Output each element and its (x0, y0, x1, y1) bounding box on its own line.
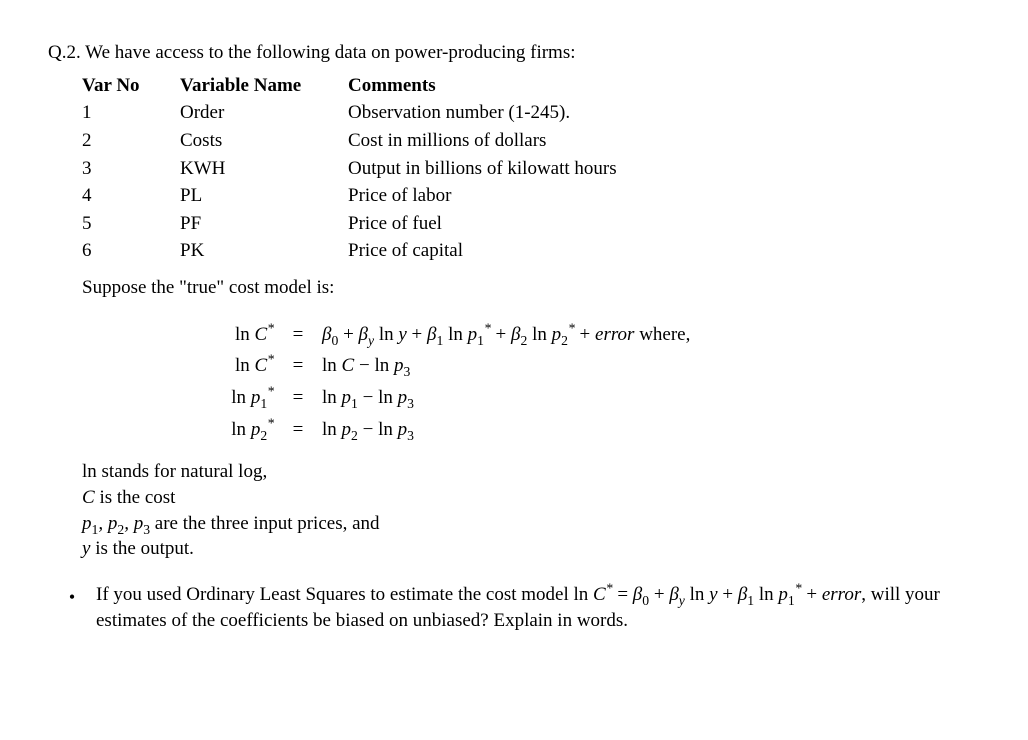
col-header-varno: Var No (82, 72, 180, 100)
eq-lhs: ln p1* (208, 382, 280, 414)
table-row: 4PLPrice of labor (82, 182, 617, 210)
cell-varno: 1 (82, 99, 180, 127)
eq-lhs: ln p2* (208, 414, 280, 446)
bullet-text: If you used Ordinary Least Squares to es… (96, 582, 980, 633)
cell-comment: Price of capital (348, 237, 617, 265)
cell-comment: Observation number (1-245). (348, 99, 617, 127)
def-symbol: ln (82, 461, 97, 482)
equals-sign: = (280, 382, 316, 414)
eq-lhs: ln C* (208, 319, 280, 351)
col-header-varname: Variable Name (180, 72, 348, 100)
def-text: is the cost (95, 487, 176, 508)
eq-lhs: ln C* (208, 350, 280, 382)
eq-rhs: ln p1 − ln p3 (316, 382, 696, 414)
equation-row: ln p2* = ln p2 − ln p3 (208, 414, 696, 446)
cell-comment: Price of fuel (348, 210, 617, 238)
question-number: Q.2. (48, 42, 81, 63)
cell-varno: 5 (82, 210, 180, 238)
equation-row: ln C* = ln C − ln p3 (208, 350, 696, 382)
bullet-pre: If you used Ordinary Least Squares to es… (96, 584, 574, 605)
cell-varname: KWH (180, 155, 348, 183)
def-text: are the three input prices, and (150, 513, 379, 534)
cell-varname: PF (180, 210, 348, 238)
cell-comment: Price of labor (348, 182, 617, 210)
equals-sign: = (280, 319, 316, 351)
col-header-comments: Comments (348, 72, 617, 100)
def-line: y is the output. (82, 536, 980, 562)
cell-comment: Output in billions of kilowatt hours (348, 155, 617, 183)
cell-varname: PL (180, 182, 348, 210)
table-row: 1OrderObservation number (1-245). (82, 99, 617, 127)
equals-sign: = (280, 350, 316, 382)
table-row: 3KWHOutput in billions of kilowatt hours (82, 155, 617, 183)
question-heading: Q.2. We have access to the following dat… (48, 40, 980, 66)
def-line: ln stands for natural log, (82, 459, 980, 485)
table-header-row: Var No Variable Name Comments (82, 72, 617, 100)
definitions-block: ln stands for natural log, C is the cost… (82, 459, 980, 562)
cell-comment: Cost in millions of dollars (348, 127, 617, 155)
cell-varno: 2 (82, 127, 180, 155)
cell-varno: 4 (82, 182, 180, 210)
question-prompt: We have access to the following data on … (85, 42, 575, 63)
def-symbol: C (82, 487, 95, 508)
eq-tail: where, (634, 324, 690, 345)
bullet-icon: • (48, 582, 96, 633)
cell-varno: 6 (82, 237, 180, 265)
equation-block: ln C* = β0 + βy ln y + β1 ln p1* + β2 ln… (208, 319, 980, 446)
variable-table: Var No Variable Name Comments 1OrderObse… (82, 72, 617, 265)
cell-varname: Order (180, 99, 348, 127)
cell-varname: Costs (180, 127, 348, 155)
table-row: 2CostsCost in millions of dollars (82, 127, 617, 155)
suppose-line: Suppose the "true" cost model is: (82, 275, 980, 301)
eq-rhs: ln C − ln p3 (316, 350, 696, 382)
bullet-model: ln C* = β0 + βy ln y + β1 ln p1* + error (574, 584, 862, 605)
equation-row: ln p1* = ln p1 − ln p3 (208, 382, 696, 414)
def-symbol: p1, p2, p3 (82, 513, 150, 534)
eq-rhs: β0 + βy ln y + β1 ln p1* + β2 ln p2* + e… (316, 319, 696, 351)
equals-sign: = (280, 414, 316, 446)
def-line: p1, p2, p3 are the three input prices, a… (82, 511, 980, 537)
bullet-item: • If you used Ordinary Least Squares to … (48, 582, 980, 633)
equation-row: ln C* = β0 + βy ln y + β1 ln p1* + β2 ln… (208, 319, 696, 351)
eq-rhs: ln p2 − ln p3 (316, 414, 696, 446)
def-text: is the output. (90, 538, 193, 559)
def-line: C is the cost (82, 485, 980, 511)
cell-varname: PK (180, 237, 348, 265)
cell-varno: 3 (82, 155, 180, 183)
table-row: 6PKPrice of capital (82, 237, 617, 265)
def-text: stands for natural log, (97, 461, 267, 482)
table-row: 5PFPrice of fuel (82, 210, 617, 238)
